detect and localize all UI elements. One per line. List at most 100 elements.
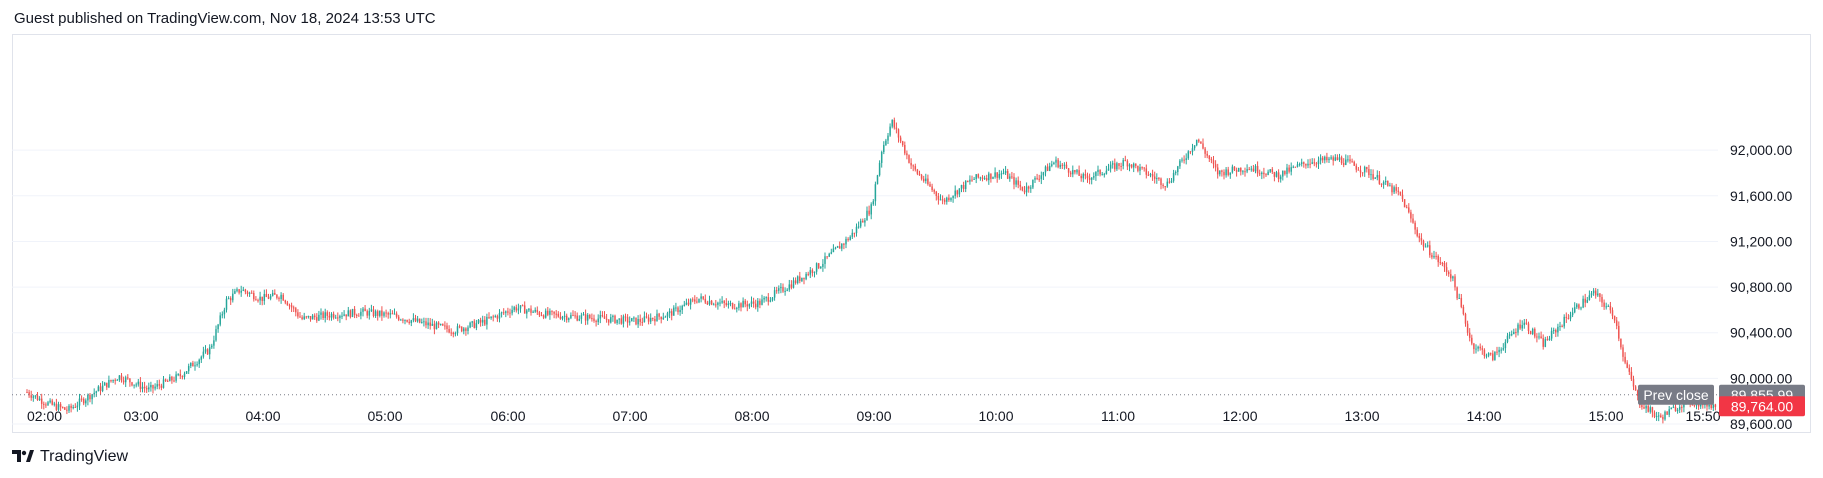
- candle-body: [1624, 356, 1626, 363]
- candle-body: [1229, 172, 1232, 175]
- candle-body: [647, 317, 650, 322]
- candle-body: [1006, 171, 1009, 179]
- candle-body: [118, 375, 121, 380]
- candle-body: [1376, 175, 1379, 178]
- candle-body: [1292, 166, 1295, 168]
- candle-body: [1594, 290, 1597, 296]
- candle-body: [916, 169, 919, 174]
- candle-body: [1657, 415, 1660, 417]
- candle-body: [242, 289, 245, 291]
- candle-body: [857, 226, 860, 228]
- candle-body: [1710, 404, 1712, 409]
- candle-body: [1063, 164, 1066, 166]
- candle-body: [769, 300, 772, 302]
- candle-body: [414, 318, 417, 322]
- candle-body: [820, 266, 822, 269]
- candle-body: [87, 394, 89, 401]
- candle-body: [584, 314, 587, 321]
- candle-body: [849, 236, 851, 241]
- candle-body: [320, 312, 322, 315]
- candle-body: [771, 297, 774, 301]
- candle-body: [1128, 164, 1131, 167]
- candle-body: [969, 179, 971, 182]
- candle-body: [1279, 176, 1282, 180]
- candle-body: [681, 306, 683, 311]
- candle-body: [1015, 180, 1017, 185]
- candle-body: [160, 385, 163, 388]
- candle-body: [605, 318, 608, 320]
- candle-body: [215, 329, 217, 341]
- candle-body: [925, 178, 927, 181]
- candle-body: [108, 379, 110, 388]
- x-tick-label: 13:00: [1344, 408, 1379, 424]
- candle-body: [211, 345, 213, 348]
- candle-body: [1338, 157, 1341, 160]
- candle-body: [729, 303, 732, 305]
- candle-body: [580, 315, 583, 319]
- candle-body: [1212, 160, 1215, 165]
- candle-body: [1189, 151, 1192, 153]
- candle-body: [1643, 407, 1645, 409]
- candle-body: [416, 318, 419, 322]
- candle-body: [374, 311, 377, 316]
- candle-body: [1609, 305, 1612, 311]
- candle-body: [742, 300, 744, 308]
- candle-body: [1048, 165, 1051, 171]
- candle-body: [809, 270, 812, 275]
- candle-body: [521, 305, 524, 307]
- candle-body: [1437, 256, 1439, 263]
- candle-body: [1374, 177, 1376, 179]
- candle-body: [131, 382, 133, 386]
- candle-body: [715, 304, 717, 306]
- candle-body: [1370, 174, 1372, 176]
- candle-body: [309, 315, 312, 320]
- candle-body: [950, 198, 952, 201]
- candle-body: [410, 320, 413, 324]
- candle-body: [1202, 143, 1204, 149]
- candle-body: [1571, 312, 1574, 316]
- candle-body: [664, 316, 667, 318]
- candle-body: [736, 307, 738, 309]
- candle-body: [1676, 409, 1679, 412]
- candle-body: [1256, 165, 1259, 174]
- candle-body: [391, 313, 394, 315]
- candle-body: [1649, 407, 1652, 412]
- candle-body: [633, 317, 635, 319]
- candle-body: [1481, 348, 1484, 350]
- candle-body: [1636, 390, 1639, 396]
- candle-body: [750, 301, 753, 304]
- candle-body: [1086, 175, 1089, 179]
- candle-body: [696, 301, 698, 303]
- candle-body: [563, 315, 566, 317]
- candle-body: [311, 315, 314, 320]
- candle-body: [1670, 407, 1673, 410]
- candle-body: [334, 317, 337, 319]
- candle-body: [685, 302, 688, 305]
- x-tick-label: 11:00: [1101, 408, 1135, 424]
- candle-body: [1244, 171, 1246, 173]
- candle-body: [717, 302, 719, 305]
- candle-body: [229, 298, 232, 301]
- candle-body: [964, 180, 967, 189]
- candle-body: [347, 310, 350, 317]
- candle-body: [148, 387, 150, 390]
- candle-body: [1464, 313, 1467, 324]
- candle-body: [26, 392, 28, 394]
- candle-body: [540, 315, 543, 317]
- candle-body: [471, 321, 473, 323]
- candle-body: [1002, 172, 1005, 174]
- x-tick-label: 03:00: [123, 408, 158, 424]
- candle-body: [1416, 229, 1418, 236]
- candle-body: [162, 379, 165, 388]
- candle-body: [492, 316, 494, 318]
- candle-body: [754, 303, 757, 308]
- candle-body: [425, 321, 427, 326]
- candle-body: [1069, 172, 1072, 175]
- candle-body: [1313, 162, 1316, 164]
- candle-body: [1578, 304, 1580, 309]
- candle-body: [156, 384, 158, 387]
- candle-body: [1410, 212, 1412, 219]
- candle-body: [759, 300, 761, 305]
- tradingview-footer: TradingView: [12, 448, 128, 466]
